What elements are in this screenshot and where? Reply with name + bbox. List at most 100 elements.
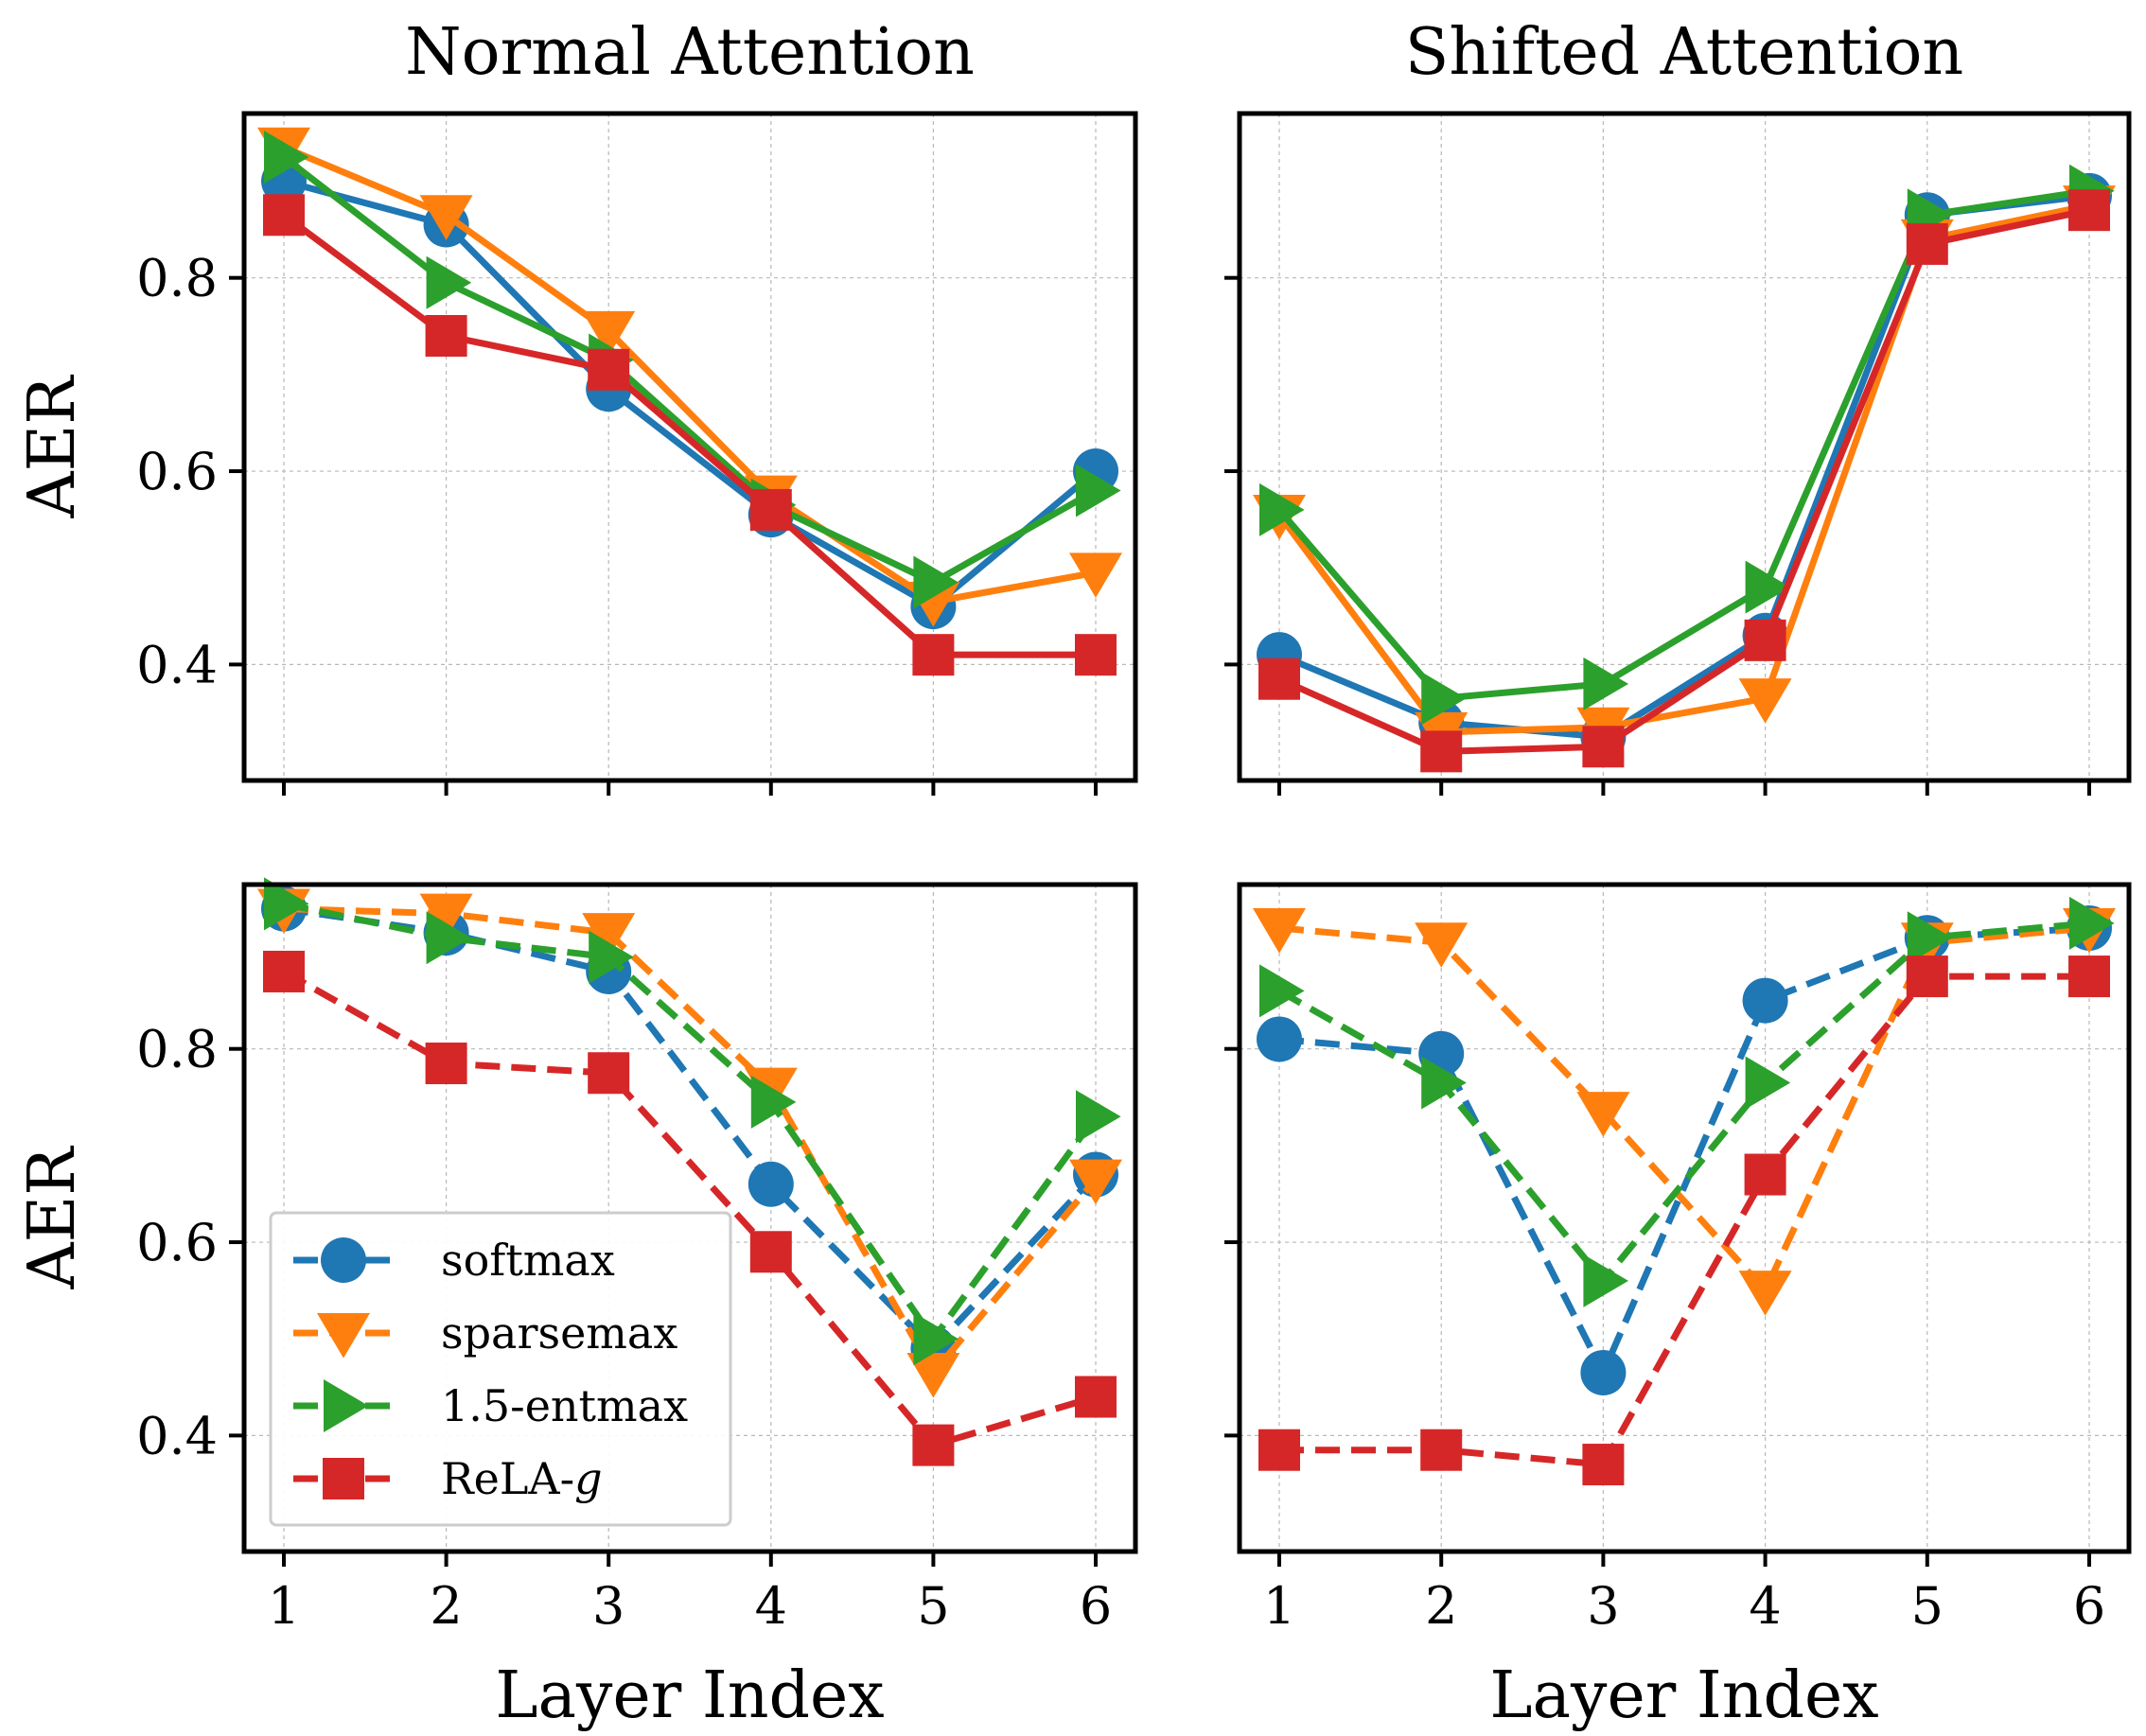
point-rela-g: [749, 1231, 792, 1273]
point-1-5-entmax: [1259, 964, 1305, 1018]
y-tick-label: 0.6: [136, 1213, 218, 1272]
legend-marker: [323, 1458, 364, 1499]
x-tick-label: 3: [592, 1576, 624, 1636]
legend-label: softmax: [441, 1235, 615, 1286]
point-rela-g: [425, 315, 467, 357]
y-tick-label: 0.6: [136, 442, 218, 501]
point-rela-g: [263, 194, 305, 237]
series-line-1-5-entmax: [283, 901, 1099, 1342]
series-line-sparsemax: [1278, 924, 2090, 1294]
series-sparsemax: [1253, 185, 2116, 758]
point-softmax: [1742, 977, 1788, 1024]
point-sparsemax: [582, 913, 636, 958]
series-line-softmax: [283, 178, 1099, 610]
point-sparsemax: [1576, 1092, 1630, 1137]
series-1-5-entmax: [1259, 896, 2115, 1307]
panel-top-right: Shifted Attention: [1224, 15, 2132, 796]
point-rela-g: [1420, 1429, 1463, 1471]
series-line-sparsemax: [1276, 202, 2090, 736]
legend-marker: [317, 1313, 370, 1359]
series-line-sparsemax: [283, 905, 1099, 1377]
point-1-5-entmax: [589, 930, 634, 984]
series-rela-g: [263, 194, 1117, 676]
series-line-softmax: [1278, 924, 2090, 1377]
point-1-5-entmax: [2069, 896, 2115, 950]
point-sparsemax: [419, 893, 473, 939]
x-tick-label: 2: [430, 1576, 462, 1636]
series-sparsemax: [1253, 907, 2116, 1316]
point-rela-g: [1258, 658, 1300, 700]
point-softmax: [748, 1161, 794, 1207]
x-tick-label: 6: [1080, 1576, 1112, 1636]
series-line-rela-g: [1277, 206, 2090, 755]
y-tick-label: 0.8: [136, 1020, 218, 1079]
point-rela-g: [912, 1424, 955, 1466]
point-rela-g: [749, 488, 792, 531]
legend-entry-1-5-entmax: 1.5-entmax: [293, 1379, 688, 1432]
point-1-5-entmax: [426, 255, 472, 309]
point-1-5-entmax: [1907, 911, 1953, 965]
series-line-1-5-entmax: [281, 154, 1098, 587]
legend-entry-softmax: softmax: [293, 1235, 615, 1286]
legend-box: [269, 1211, 732, 1527]
point-rela-g: [1906, 956, 1948, 998]
series-line-rela-g: [1279, 973, 2089, 1468]
legend-entry-sparsemax: sparsemax: [293, 1307, 677, 1359]
point-rela-g: [588, 348, 630, 391]
legend-label: sparsemax: [441, 1307, 677, 1359]
x-tick-label: 2: [1425, 1576, 1457, 1636]
x-tick-label: 5: [917, 1576, 949, 1636]
legend-label: ReLA-g: [441, 1453, 603, 1504]
legend-marker: [321, 1237, 366, 1283]
x-axis-label: Layer Index: [1489, 1658, 1878, 1733]
point-sparsemax: [906, 1352, 960, 1398]
series-line-rela-g: [282, 968, 1097, 1449]
plot-frame: [1237, 111, 2132, 783]
x-tick-label: 1: [1263, 1576, 1295, 1636]
point-rela-g: [912, 634, 955, 676]
legend: softmax sparsemax 1.5-entmax ReLA-g: [269, 1211, 732, 1527]
panel-title: Shifted Attention: [1405, 15, 1963, 90]
x-tick-label: 6: [2073, 1576, 2105, 1636]
series-1-5-entmax: [264, 877, 1121, 1366]
series-line-sparsemax: [282, 144, 1097, 605]
series-rela-g: [1258, 189, 2110, 773]
series-line-1-5-entmax: [1276, 187, 2090, 702]
point-rela-g: [1258, 1429, 1300, 1471]
point-sparsemax: [419, 195, 473, 240]
x-axis-label: Layer Index: [495, 1658, 884, 1733]
series-line-rela-g: [281, 212, 1096, 658]
point-1-5-entmax: [1583, 657, 1628, 710]
point-1-5-entmax: [1076, 1090, 1121, 1144]
plot-frame: [1237, 882, 2132, 1554]
point-rela-g: [1744, 619, 1786, 661]
point-1-5-entmax: [1745, 1056, 1791, 1110]
point-rela-g: [1906, 222, 1948, 265]
point-1-5-entmax: [913, 1312, 959, 1366]
x-tick-label: 1: [268, 1576, 300, 1636]
point-sparsemax: [1415, 922, 1469, 968]
point-1-5-entmax: [426, 911, 472, 965]
series-rela-g: [263, 950, 1117, 1466]
legend-marker: [324, 1379, 369, 1432]
point-1-5-entmax: [264, 877, 309, 931]
point-softmax: [1257, 1016, 1302, 1062]
point-rela-g: [2068, 956, 2110, 998]
point-1-5-entmax: [750, 1075, 797, 1129]
x-tick-label: 4: [1749, 1576, 1781, 1636]
series-softmax: [1257, 172, 2112, 761]
point-rela-g: [1582, 1444, 1625, 1486]
panel-title: Normal Attention: [405, 15, 975, 90]
point-rela-g: [2068, 189, 2110, 232]
point-1-5-entmax: [1259, 482, 1305, 536]
y-axis-label: AER: [15, 375, 90, 519]
x-tick-label: 5: [1911, 1576, 1944, 1636]
point-rela-g: [1075, 634, 1117, 676]
series-1-5-entmax: [264, 130, 1121, 609]
point-softmax: [1580, 1349, 1627, 1395]
panel-bottom-right: 1 2 3 4 5 6 Layer Index: [1224, 882, 2132, 1733]
point-rela-g: [1420, 730, 1463, 773]
plot-frame: [241, 111, 1138, 783]
point-1-5-entmax: [264, 130, 309, 184]
